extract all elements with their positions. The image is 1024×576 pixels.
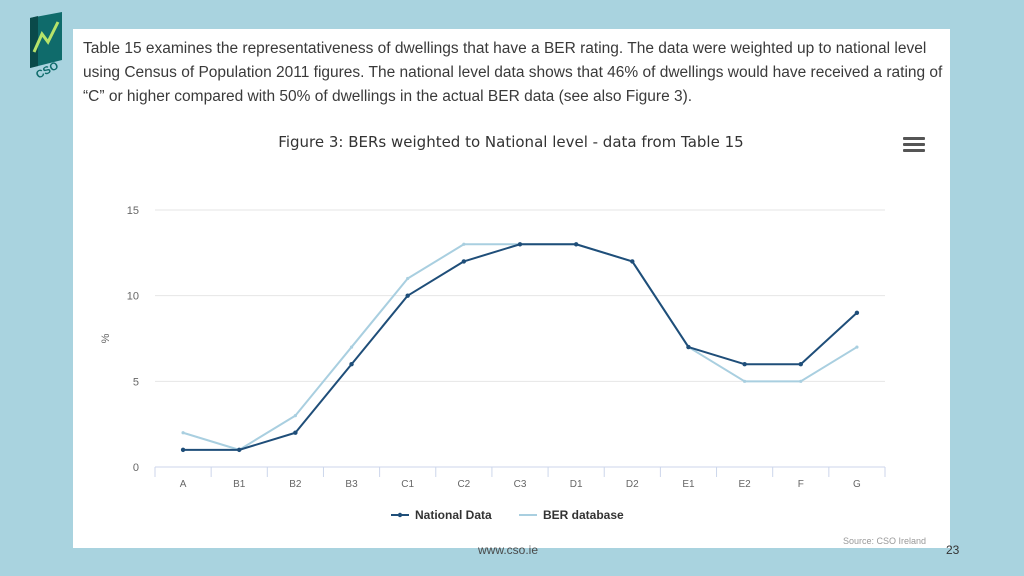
data-point-national-data — [349, 362, 354, 367]
x-tick-label: G — [853, 479, 861, 490]
chart-menu-button[interactable] — [903, 137, 925, 155]
page-number: 23 — [946, 543, 960, 557]
intro-paragraph: Table 15 examines the representativeness… — [83, 40, 943, 105]
x-tick-label: E2 — [738, 479, 751, 490]
data-point-ber-database — [349, 345, 354, 349]
data-point-national-data — [461, 259, 467, 264]
x-tick-label: B2 — [289, 479, 302, 490]
data-point-ber-database — [462, 242, 466, 246]
data-point-ber-database — [181, 431, 185, 435]
x-tick-label: A — [180, 479, 187, 490]
y-tick-label: 5 — [133, 376, 139, 388]
data-point-ber-database — [799, 379, 803, 383]
data-point-ber-database — [293, 414, 297, 418]
data-point-national-data — [686, 344, 691, 350]
y-axis-label: % — [100, 333, 112, 343]
data-point-national-data — [854, 310, 860, 315]
data-point-national-data — [237, 447, 242, 453]
series-line-ber-database — [182, 243, 858, 451]
data-point-national-data — [798, 362, 803, 367]
x-tick-label: F — [798, 479, 804, 490]
footer-url[interactable]: www.cso.ie — [478, 543, 539, 557]
data-point-national-data — [180, 447, 186, 453]
x-tick-label: D1 — [570, 479, 583, 490]
data-point-ber-database — [743, 379, 747, 383]
x-tick-label: C1 — [401, 479, 414, 490]
y-tick-label: 0 — [133, 462, 139, 474]
x-tick-label: C2 — [457, 479, 470, 490]
chart-credits: Source: CSO Ireland — [843, 536, 926, 546]
data-point-national-data — [630, 259, 635, 264]
hamburger-icon — [903, 137, 925, 140]
content-panel: Table 15 examines the representativeness… — [73, 29, 950, 548]
data-point-national-data — [293, 430, 298, 435]
data-point-national-data — [573, 242, 579, 247]
legend-label: BER database — [543, 508, 624, 522]
cso-logo: CSO — [26, 12, 68, 82]
x-tick-label: B1 — [233, 479, 246, 490]
legend-marker — [397, 512, 403, 518]
x-tick-label: D2 — [626, 479, 639, 490]
y-tick-label: 10 — [127, 291, 139, 303]
x-tick-label: C3 — [514, 479, 527, 490]
legend-label: National Data — [415, 508, 492, 522]
data-point-national-data — [742, 362, 747, 367]
series-line-national-data — [183, 243, 858, 451]
data-point-national-data — [405, 293, 410, 298]
data-point-ber-database — [406, 276, 410, 281]
line-chart: Figure 3: BERs weighted to National leve… — [100, 133, 926, 546]
data-point-ber-database — [855, 345, 859, 349]
y-tick-label: 15 — [127, 205, 139, 217]
x-tick-label: E1 — [682, 479, 695, 490]
x-tick-label: B3 — [345, 479, 358, 490]
data-point-national-data — [517, 242, 523, 247]
chart-title: Figure 3: BERs weighted to National leve… — [278, 133, 743, 151]
